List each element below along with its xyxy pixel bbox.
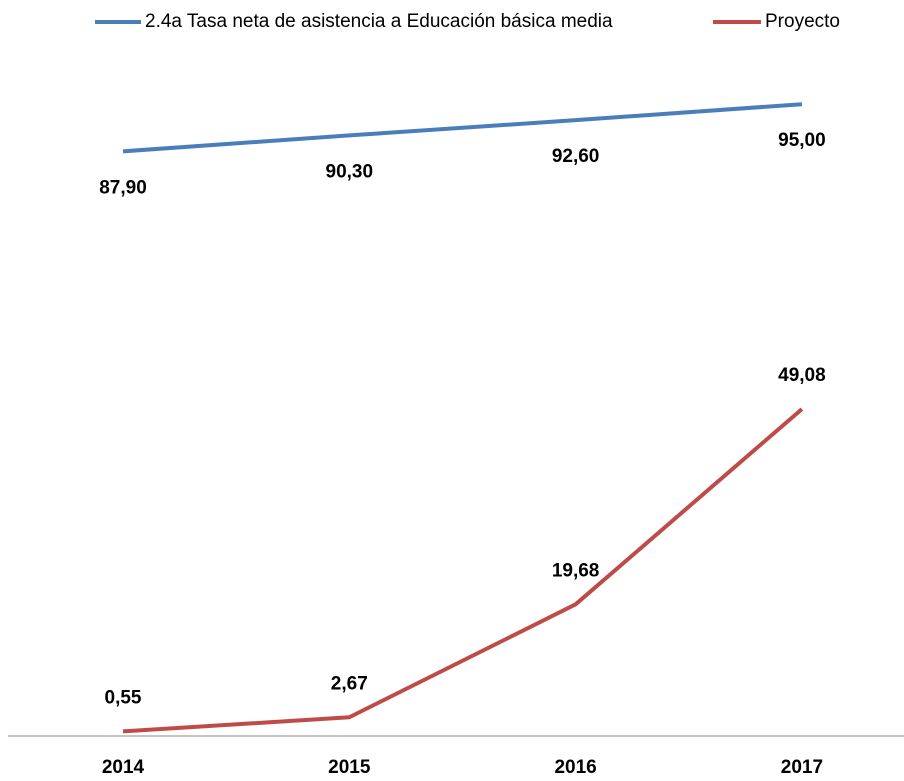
data-label: 87,90: [99, 177, 147, 198]
legend-label: Proyecto: [765, 11, 840, 32]
x-tick-label: 2016: [554, 757, 596, 778]
legend: 2.4a Tasa neta de asistencia a Educación…: [95, 11, 840, 32]
data-label: 92,60: [552, 146, 600, 167]
data-label: 19,68: [552, 560, 600, 581]
data-label: 49,08: [778, 365, 826, 386]
data-label: 90,30: [326, 161, 374, 182]
data-label: 95,00: [778, 130, 826, 151]
x-tick-label: 2015: [328, 757, 371, 778]
x-tick-label: 2014: [102, 757, 145, 778]
series-line: [122, 407, 804, 734]
data-label: 0,55: [105, 687, 142, 708]
x-tick-label: 2017: [781, 757, 823, 778]
legend-label: 2.4a Tasa neta de asistencia a Educación…: [145, 11, 613, 32]
series-line: [122, 102, 803, 154]
data-label: 2,67: [331, 673, 368, 694]
